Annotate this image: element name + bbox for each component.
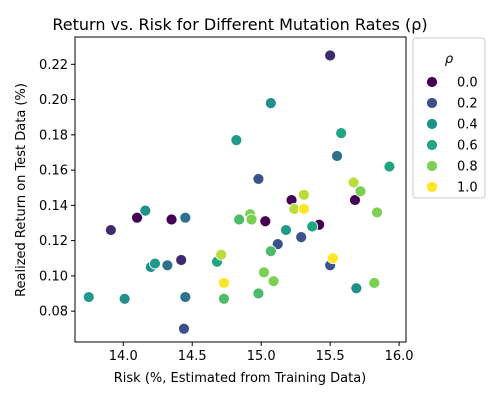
x-tick-label: 15.0 <box>247 349 276 364</box>
legend-label: 0.0 <box>457 76 478 91</box>
data-point <box>161 259 174 272</box>
data-point <box>139 204 152 217</box>
data-point <box>264 245 277 258</box>
data-point <box>259 215 272 228</box>
data-point <box>368 277 381 289</box>
y-tick-label: 0.10 <box>39 269 68 284</box>
y-axis-label: Realized Return on Test Data (%) <box>14 83 29 297</box>
data-point <box>383 160 396 173</box>
legend-label: 0.8 <box>457 160 478 175</box>
data-point <box>327 252 339 265</box>
legend-marker <box>426 160 438 172</box>
data-point <box>230 134 243 147</box>
data-point <box>252 287 265 300</box>
y-tick-label: 0.12 <box>39 234 68 249</box>
data-point <box>149 257 161 270</box>
legend-label: 0.4 <box>457 118 478 133</box>
x-tick-label: 14.0 <box>109 349 138 364</box>
data-point <box>215 248 228 261</box>
y-axis-ticks: 0.08 0.10 0.12 0.14 0.16 0.18 0.20 0.22 <box>39 58 75 320</box>
data-point <box>179 211 192 224</box>
data-point <box>118 292 131 305</box>
legend-entries: 0.0 0.2 0.4 0.6 0.8 1.0 <box>426 76 478 196</box>
x-axis-ticks: 14.0 14.5 15.0 15.5 16.0 <box>109 342 414 364</box>
x-tick-label: 16.0 <box>385 349 414 364</box>
chart-title: Return vs. Risk for Different Mutation R… <box>52 15 427 34</box>
legend-label: 1.0 <box>457 181 478 196</box>
data-point <box>175 254 188 266</box>
data-point <box>298 202 310 215</box>
data-point <box>295 231 308 244</box>
data-point <box>267 275 280 288</box>
data-point <box>131 211 143 224</box>
data-points <box>82 49 396 335</box>
data-point <box>82 291 95 303</box>
legend-title: ρ <box>445 52 454 67</box>
data-point <box>104 224 117 236</box>
x-tick-label: 14.5 <box>178 349 207 364</box>
legend-marker <box>426 118 438 130</box>
data-point <box>252 173 265 185</box>
y-tick-label: 0.16 <box>39 164 68 179</box>
data-point <box>347 176 360 189</box>
x-axis-label: Risk (%, Estimated from Training Data) <box>114 371 367 386</box>
y-tick-label: 0.18 <box>39 128 68 143</box>
data-point <box>218 292 230 305</box>
data-point <box>233 213 246 226</box>
legend-label: 0.2 <box>457 97 478 112</box>
data-point <box>258 266 270 279</box>
data-point <box>331 150 343 162</box>
data-point <box>271 238 284 251</box>
y-tick-label: 0.14 <box>39 199 68 214</box>
data-point <box>245 213 258 226</box>
data-point <box>179 291 192 303</box>
data-point <box>349 194 361 206</box>
data-point <box>298 188 310 201</box>
data-point <box>218 277 230 289</box>
legend: ρ 0.0 0.2 0.4 0.6 0.8 1.0 <box>412 37 486 199</box>
y-tick-label: 0.22 <box>39 58 68 73</box>
data-point <box>264 97 277 110</box>
data-point <box>350 282 363 295</box>
x-tick-label: 15.5 <box>316 349 345 364</box>
data-point <box>371 206 383 219</box>
legend-marker <box>426 139 438 151</box>
data-point <box>324 49 337 62</box>
plot-frame <box>74 36 407 343</box>
data-point <box>178 322 190 335</box>
data-point <box>354 185 367 198</box>
data-point <box>335 127 348 139</box>
legend-marker <box>426 76 438 88</box>
data-point <box>306 220 319 233</box>
y-tick-label: 0.20 <box>39 93 68 108</box>
y-tick-label: 0.08 <box>39 305 68 320</box>
legend-marker <box>426 181 438 193</box>
legend-marker <box>426 97 438 109</box>
data-point <box>165 213 178 226</box>
data-point <box>280 224 292 236</box>
legend-label: 0.6 <box>457 139 478 154</box>
